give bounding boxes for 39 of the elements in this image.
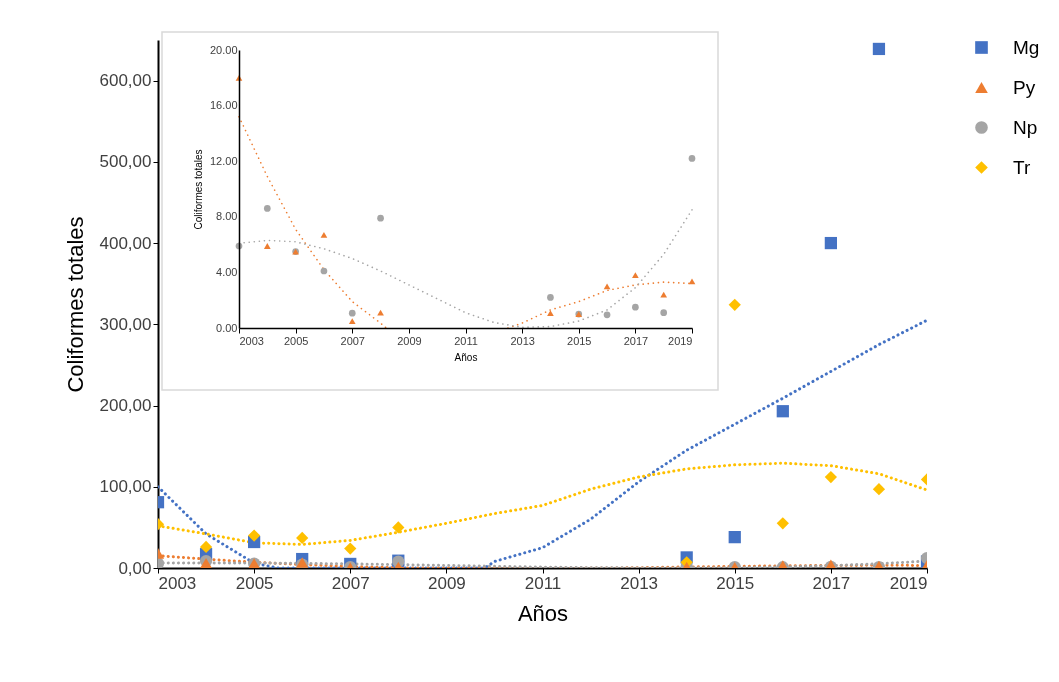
x-tick-label: 2015 <box>716 573 755 593</box>
y-tick-label: 100,00 <box>99 477 152 497</box>
x-tick-label: 2017 <box>623 334 649 347</box>
y-tick-label: 4.00 <box>216 265 238 278</box>
x-tick-label: 2003 <box>239 334 264 347</box>
y-tick-label: 400,00 <box>99 233 152 253</box>
x-tick-label: 2011 <box>524 573 562 593</box>
x-axis-title: Años <box>517 600 569 626</box>
y-tick-label: 200,00 <box>99 396 152 416</box>
x-tick-label: 2011 <box>454 334 478 347</box>
legend-label: Py <box>1013 76 1036 98</box>
y-tick-label: 20.00 <box>209 43 238 56</box>
y-tick-label: 500,00 <box>99 152 152 172</box>
x-tick-label: 2005 <box>283 334 309 347</box>
y-axis-title: Coliformes totales <box>62 216 88 393</box>
x-tick-label: 2007 <box>340 334 365 347</box>
legend-label: Mg <box>1013 36 1040 58</box>
x-tick-label: 2005 <box>235 573 274 593</box>
x-tick-label: 2009 <box>427 573 466 593</box>
y-axis-title: Coliformes totales <box>192 149 204 230</box>
y-tick-label: 16.00 <box>209 99 238 112</box>
x-tick-label: 2013 <box>510 334 535 347</box>
y-tick-label: 8.00 <box>216 210 238 223</box>
x-tick-label: 2003 <box>158 573 197 593</box>
x-tick-label: 2015 <box>567 334 592 347</box>
x-tick-label: 2013 <box>620 573 659 593</box>
x-tick-label: 2009 <box>397 334 422 347</box>
y-tick-label: 0,00 <box>118 558 152 578</box>
x-tick-label: 2017 <box>812 573 851 593</box>
legend-label: Np <box>1013 116 1038 138</box>
legend-label: Tr <box>1013 156 1031 178</box>
x-axis-title: Años <box>454 351 478 363</box>
y-tick-label: 0.00 <box>216 321 238 334</box>
y-tick-label: 600,00 <box>99 71 152 91</box>
x-tick-label: 2019 <box>668 334 693 347</box>
x-tick-label: 2007 <box>331 573 370 593</box>
y-tick-label: 300,00 <box>99 314 152 334</box>
y-tick-label: 12.00 <box>209 154 238 167</box>
x-tick-label: 2019 <box>889 573 928 593</box>
